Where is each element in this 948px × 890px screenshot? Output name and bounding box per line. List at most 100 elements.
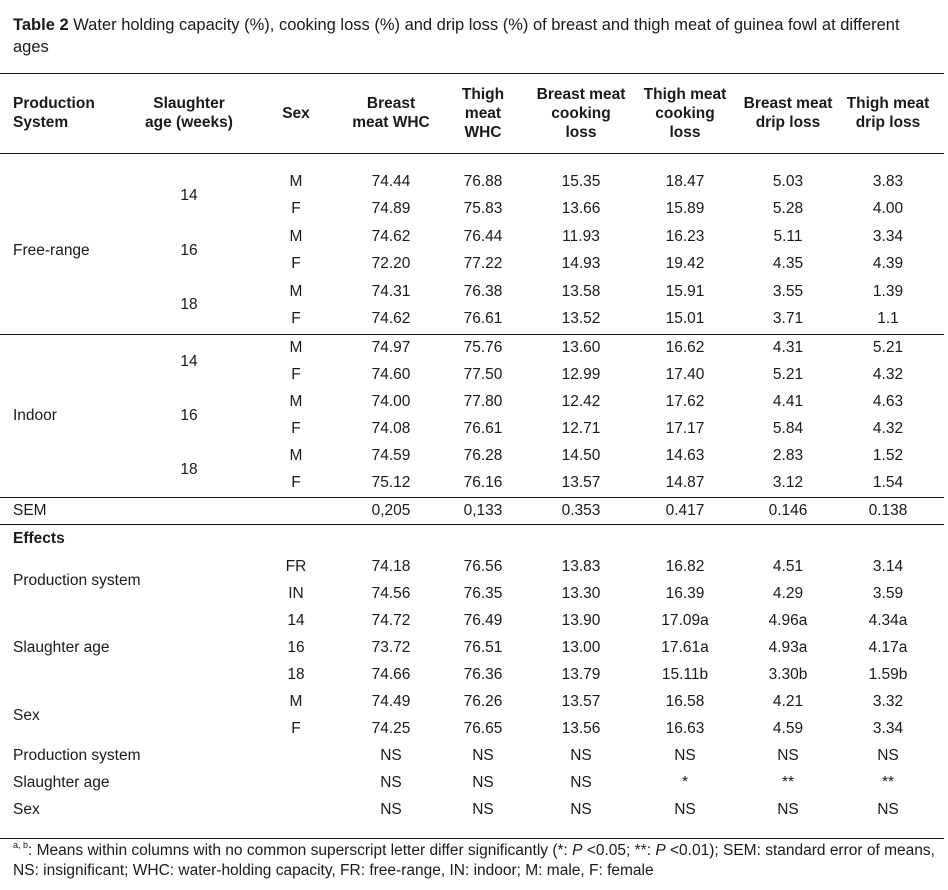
effect-value: 4.17a (868, 639, 908, 656)
value-cell: 5.03 (772, 173, 804, 190)
effect-value: 74.25 (371, 720, 411, 737)
value-cell: 3.55 (772, 282, 804, 300)
value-cell: 14.50 (561, 447, 601, 464)
age-cell: 16 (180, 241, 198, 259)
sem-top-rule (0, 497, 944, 498)
value-cell: 4.41 (772, 393, 804, 410)
effect-value: 16.58 (665, 693, 705, 710)
effect-value: 76.65 (463, 720, 503, 737)
value-cell: 13.58 (561, 282, 601, 300)
value-cell: 76.44 (463, 227, 503, 245)
value-cell: 74.31 (371, 282, 411, 300)
value-cell: 5.84 (772, 420, 804, 437)
significance-label: Production system (13, 747, 141, 764)
caption-text: Water holding capacity (%), cooking loss… (13, 16, 900, 56)
value-cell: 4.31 (772, 339, 804, 356)
value-cell: 15.35 (561, 173, 601, 190)
sem-label: SEM (13, 502, 47, 519)
effect-value: 74.72 (371, 612, 411, 629)
value-cell: 14.87 (665, 474, 705, 491)
value-cell: 14.63 (665, 447, 705, 464)
effect-level: F (291, 720, 301, 737)
effect-value: 4.34a (868, 612, 908, 629)
value-cell: 74.08 (371, 420, 411, 437)
significance-value: ** (881, 774, 895, 791)
significance-label: Sex (13, 801, 40, 818)
value-cell: 77.22 (463, 255, 503, 273)
significance-value: NS (777, 801, 799, 818)
effect-value: 17.09a (661, 612, 709, 629)
value-cell: 15.01 (665, 310, 705, 327)
footnote-text-3: <0.01); SEM: standard error of means, NS… (13, 842, 935, 879)
value-cell: 18.47 (665, 173, 705, 190)
effect-label: Production system (13, 571, 141, 589)
effect-value: 74.56 (371, 585, 411, 602)
footnote-p1: P (572, 842, 583, 859)
value-cell: 4.32 (872, 420, 904, 437)
value-cell: 13.66 (561, 200, 601, 218)
value-cell: 17.62 (665, 393, 705, 410)
column-header: Thigh meat WHC (461, 85, 505, 141)
table-top-rule (0, 73, 944, 74)
age-cell: 14 (180, 186, 198, 204)
column-header: Breast meat cooking loss (536, 85, 626, 141)
sex-cell: M (289, 173, 303, 190)
value-cell: 12.99 (561, 366, 601, 383)
effect-value: 3.14 (872, 558, 904, 575)
sem-value: 0,205 (371, 502, 411, 519)
significance-value: NS (777, 747, 799, 764)
effect-value: 13.90 (561, 612, 601, 629)
effect-level: 18 (287, 666, 305, 683)
value-cell: 13.60 (561, 339, 601, 356)
value-cell: 4.39 (872, 255, 904, 273)
sem-value: 0,133 (463, 502, 503, 519)
footnote-p2: P (655, 842, 666, 859)
effect-label: Sex (13, 706, 40, 724)
value-cell: 5.21 (772, 366, 804, 383)
sem-value: 0.138 (868, 502, 908, 519)
value-cell: 5.21 (872, 339, 904, 356)
column-header: Sex (282, 104, 310, 122)
effect-value: 76.49 (463, 612, 503, 629)
sem-value: 0.353 (561, 502, 601, 519)
effect-value: 13.56 (561, 720, 601, 737)
age-cell: 18 (180, 296, 198, 314)
effect-level: IN (288, 585, 304, 602)
sex-cell: F (291, 200, 301, 218)
effect-level: M (289, 693, 303, 710)
value-cell: 1.1 (877, 310, 899, 327)
age-cell: 16 (180, 406, 198, 424)
sem-value: 0.417 (665, 502, 705, 519)
footnote-text-2: <0.05; **: (582, 842, 656, 859)
table-caption: Table 2 Water holding capacity (%), cook… (13, 14, 938, 58)
column-header: Thigh meat drip loss (846, 95, 930, 131)
sem-value: 0.146 (768, 502, 808, 519)
age-cell: 18 (180, 460, 198, 478)
value-cell: 2.83 (772, 447, 804, 464)
sex-cell: M (289, 227, 303, 245)
significance-value: NS (570, 801, 592, 818)
age-cell: 14 (180, 352, 198, 370)
significance-value: NS (472, 747, 494, 764)
value-cell: 4.63 (872, 393, 904, 410)
production-system-cell: Indoor (13, 406, 57, 424)
value-cell: 13.57 (561, 474, 601, 491)
effect-value: 16.39 (665, 585, 705, 602)
significance-value: ** (781, 774, 795, 791)
value-cell: 76.16 (463, 474, 503, 491)
value-cell: 15.91 (665, 282, 705, 300)
effect-level: 16 (287, 639, 305, 656)
effect-value: 17.61a (661, 639, 709, 656)
sex-cell: M (289, 339, 303, 356)
effect-label: Slaughter age (13, 639, 110, 656)
significance-value: NS (472, 801, 494, 818)
value-cell: 5.28 (772, 200, 804, 218)
value-cell: 76.38 (463, 282, 503, 300)
value-cell: 76.61 (463, 310, 503, 327)
sex-cell: M (289, 447, 303, 464)
effect-value: 13.57 (561, 693, 601, 710)
value-cell: 1.54 (872, 474, 904, 491)
effect-value: 15.11b (661, 666, 709, 683)
footnote-sup: a, b (13, 840, 29, 850)
column-header: Breast meat WHC (352, 95, 430, 131)
